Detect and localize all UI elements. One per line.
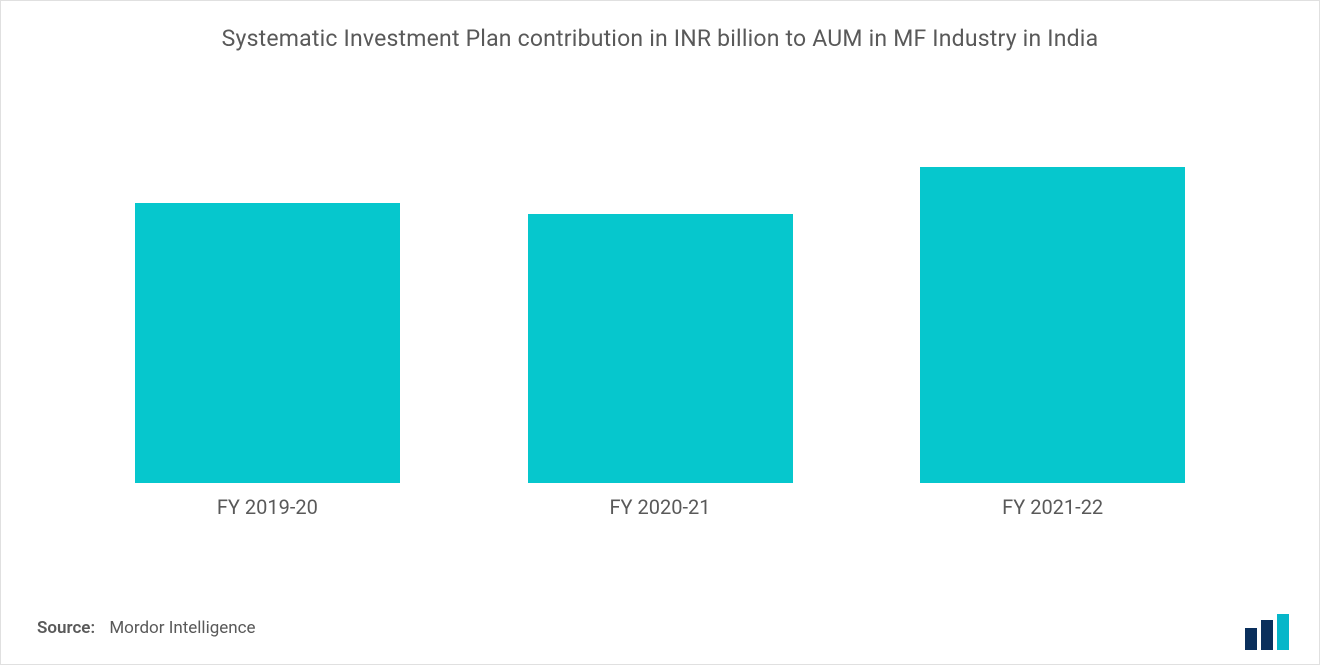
bar-group-0: FY 2019-20 bbox=[71, 101, 464, 519]
logo-bar-3 bbox=[1277, 614, 1289, 650]
bar-label-0: FY 2019-20 bbox=[217, 495, 318, 519]
bar-group-2: FY 2021-22 bbox=[856, 101, 1249, 519]
source-label: Source: bbox=[37, 618, 95, 638]
bar-1 bbox=[528, 214, 793, 483]
mordor-logo-icon bbox=[1241, 614, 1297, 650]
bar-group-1: FY 2020-21 bbox=[464, 101, 857, 519]
source-attribution: Source: Mordor Intelligence bbox=[37, 618, 256, 638]
bar-label-2: FY 2021-22 bbox=[1002, 495, 1103, 519]
chart-title: Systematic Investment Plan contribution … bbox=[1, 25, 1319, 52]
logo-bar-1 bbox=[1245, 628, 1257, 650]
bar-2 bbox=[920, 167, 1185, 483]
source-value: Mordor Intelligence bbox=[109, 618, 255, 638]
bar-0 bbox=[135, 203, 400, 483]
bar-series: FY 2019-20 FY 2020-21 FY 2021-22 bbox=[71, 101, 1249, 519]
logo-bar-2 bbox=[1261, 620, 1273, 650]
chart-container: Systematic Investment Plan contribution … bbox=[0, 0, 1320, 665]
chart-plot-area: FY 2019-20 FY 2020-21 FY 2021-22 bbox=[71, 101, 1249, 519]
bar-label-1: FY 2020-21 bbox=[610, 495, 711, 519]
